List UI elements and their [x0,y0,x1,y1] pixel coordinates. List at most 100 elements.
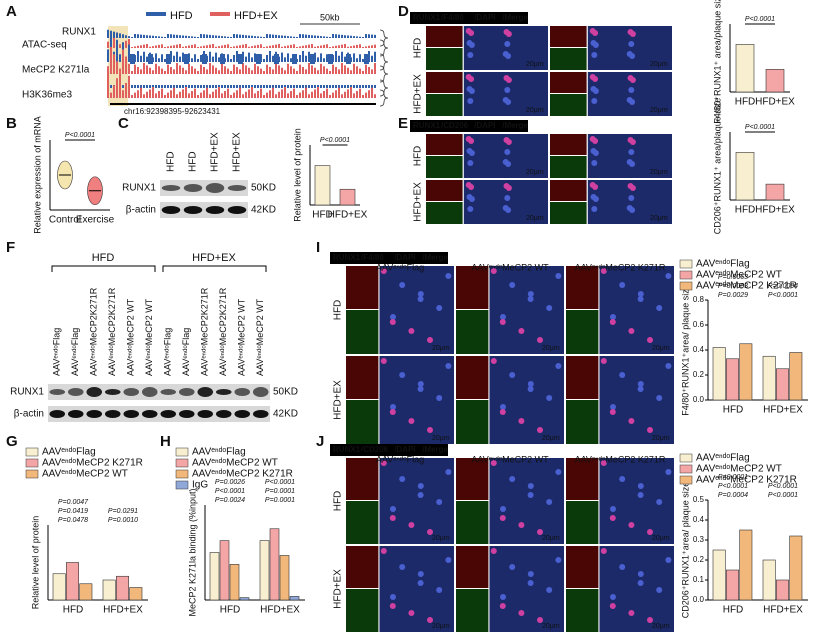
legend-swatch [679,453,693,463]
cell [592,88,599,94]
panel-letter: C [118,115,129,132]
cell [468,184,475,190]
micro-small [456,501,489,544]
track-label: ATAC-seq [22,40,67,51]
cell [637,483,644,489]
cell [408,418,415,424]
legend-label: HFD+EX [234,10,278,22]
cell [629,53,636,59]
cell [417,483,424,489]
cell [490,268,497,274]
bar [239,597,250,601]
scale-label: 20μm [650,107,668,114]
cell [628,41,635,47]
cell [417,580,424,586]
group-label: HFD [92,252,115,264]
column-label: AAVᵉⁿᵈᵒFlag [376,454,424,464]
track-signal [107,47,376,74]
cell [399,282,406,288]
micro-small [426,180,463,201]
band [234,388,251,396]
group-bracket [162,265,267,272]
cell [647,427,653,433]
cell [600,548,607,554]
cell [610,404,616,410]
panel-letter: A [6,3,17,20]
y-tick-label: 0.5 [693,495,705,504]
track-signal [107,71,376,98]
gene-box [148,54,153,64]
panel-letter: D [398,3,409,20]
micro-small [456,356,489,399]
cell [417,296,424,302]
cell [436,499,443,505]
lane-label: AAVᵉⁿᵈᵒMeCP2K271R [200,287,210,376]
y-tick-label: 0.2 [693,555,705,564]
band [183,184,203,192]
cell [380,358,387,364]
p-value: P=0.0010 [108,517,138,524]
lane-label: HFD [166,151,177,172]
size-label: 50KD [273,387,298,398]
cell [609,603,616,609]
cell [509,476,516,482]
bracket [379,89,389,107]
y-axis-label: Relative level of protein [292,128,302,222]
stain-label: /DAPI [394,445,415,454]
column-label: AAVᵉⁿᵈᵒMeCP2 WT [471,262,549,272]
bar [765,183,785,201]
track-label: MeCP2 K271la [22,65,90,76]
legend-label: AAVᵉⁿᵈᵒMeCP2 WT [42,469,128,480]
band [215,410,232,418]
y-axis-label: Relative expression of mRNA [32,116,42,234]
micro-small [426,48,463,70]
micro-small [566,589,599,632]
bar [129,587,143,601]
cell [637,492,644,498]
cell [628,610,635,616]
micro-merge [379,266,454,354]
cell [468,138,475,144]
cell [629,31,636,37]
p-value: P=0.0291 [108,508,138,515]
bar [762,559,776,601]
cell [592,150,599,156]
p-value: P<0.0001 [768,483,798,490]
cell [504,149,511,155]
condition-label: HFD+EX [333,569,344,609]
micro-small [550,156,587,178]
cell [527,483,534,489]
micro-small [550,202,587,224]
cell [467,206,474,212]
cell [546,305,553,311]
scale-label: 20μm [542,435,560,442]
y-tick-label: 0.3 [693,535,705,544]
p-value: P<0.0001 [265,479,295,486]
cell [408,522,415,528]
gene-box [310,54,315,64]
band [86,410,103,418]
bar [66,562,79,601]
blot-strip [48,406,270,422]
x-tick-label: HFD+EX [755,97,795,108]
legend-swatch [146,12,166,16]
cell [499,603,506,609]
band [215,389,232,395]
cell [546,395,553,401]
cell [505,185,512,191]
cell [380,548,387,554]
bar [789,535,803,601]
cell [546,587,553,593]
bar [229,564,240,601]
stain-bar [410,12,528,24]
condition-label: HFD [333,491,344,512]
cell [637,296,644,302]
micro-small [426,156,463,178]
micro-small [426,72,463,93]
panel-letter: E [398,115,408,132]
micro-small [566,400,599,444]
cell [629,185,636,191]
track-label: H3K36me3 [22,90,72,101]
micro-small [426,134,463,155]
bar [712,549,726,601]
